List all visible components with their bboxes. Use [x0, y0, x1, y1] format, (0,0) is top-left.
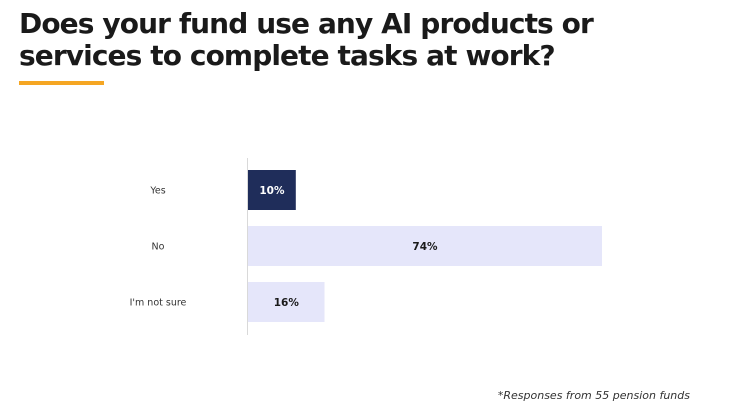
value-label-yes: 10%: [259, 185, 285, 197]
title-accent-rule: [19, 81, 104, 85]
footnote: *Responses from 55 pension funds: [497, 389, 690, 402]
chart-title: Does your fund use any AI products or se…: [19, 7, 594, 72]
category-label-no: No: [152, 242, 165, 253]
bar-i-m-not-sure: [248, 282, 325, 322]
bar-yes: [248, 170, 296, 210]
category-label-yes: Yes: [149, 186, 165, 197]
category-label-i-m-not-sure: I'm not sure: [130, 298, 187, 309]
bar-no: [248, 226, 602, 266]
bars-group: Yes 10% No 74% I'm not sure 16%: [130, 170, 602, 322]
value-label-i-m-not-sure: 16%: [274, 297, 300, 309]
value-label-no: 74%: [412, 241, 438, 253]
